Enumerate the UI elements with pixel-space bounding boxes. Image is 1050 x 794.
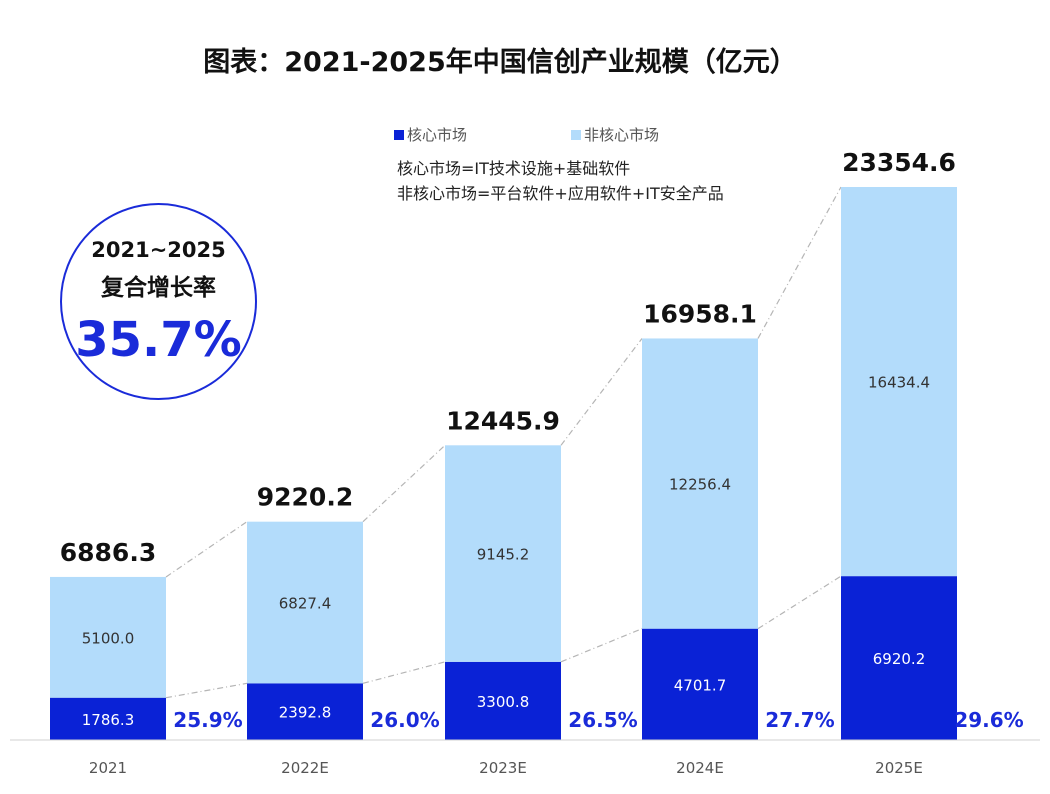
core-share-label: 26.5% (568, 708, 637, 732)
core-value-label: 4701.7 (674, 676, 727, 694)
total-value-label: 23354.6 (842, 148, 956, 177)
bar-core (841, 576, 957, 740)
core-value-label: 2392.8 (279, 704, 332, 722)
core-trend-line (757, 575, 842, 630)
note-noncore-definition: 非核心市场=平台软件+应用软件+IT安全产品 (397, 184, 724, 203)
cagr-label: 复合增长率 (101, 275, 216, 301)
cagr-value: 35.7% (75, 312, 242, 368)
total-value-label: 9220.2 (257, 483, 353, 512)
noncore-value-label: 5100.0 (82, 629, 135, 647)
core-value-label: 6920.2 (873, 650, 926, 668)
noncore-value-label: 6827.4 (279, 595, 332, 613)
core-trend-line (560, 628, 643, 663)
bar-noncore (247, 521, 363, 684)
bar-core (247, 683, 363, 740)
bar-noncore (445, 445, 561, 662)
cagr-period: 2021~2025 (91, 238, 226, 262)
total-trend-line (757, 186, 842, 339)
total-trend-line (165, 521, 248, 578)
bar-noncore (642, 338, 758, 629)
bar-core (445, 661, 561, 740)
chart-title: 图表：2021-2025年中国信创产业规模（亿元） (203, 47, 797, 78)
bar-core (642, 628, 758, 740)
cagr-circle (60, 203, 257, 400)
total-value-label: 12445.9 (446, 406, 560, 435)
bar-noncore (841, 187, 957, 577)
legend-swatch-noncore (571, 130, 581, 140)
legend-item-noncore: 非核心市场 (571, 124, 659, 145)
x-tick-label: 2021 (89, 759, 127, 777)
noncore-value-label: 16434.4 (868, 374, 930, 392)
core-share-label: 27.7% (765, 708, 834, 732)
bar-core (50, 697, 166, 740)
noncore-value-label: 9145.2 (477, 546, 530, 564)
x-tick-label: 2024E (676, 759, 724, 777)
core-share-label: 29.6% (954, 708, 1023, 732)
legend-item-core: 核心市场 (394, 124, 467, 145)
core-share-label: 26.0% (370, 708, 439, 732)
total-value-label: 16958.1 (643, 299, 757, 328)
core-trend-line (362, 661, 446, 684)
note-core-definition: 核心市场=IT技术设施+基础软件 (397, 159, 631, 178)
noncore-value-label: 12256.4 (669, 476, 731, 494)
core-value-label: 1786.3 (82, 711, 135, 729)
core-trend-line (165, 682, 248, 699)
total-trend-line (362, 444, 446, 523)
bar-noncore (50, 576, 166, 698)
legend-label-noncore: 非核心市场 (584, 126, 660, 144)
total-value-label: 6886.3 (60, 538, 156, 567)
x-tick-label: 2022E (281, 759, 329, 777)
core-share-label: 25.9% (173, 708, 242, 732)
x-tick-label: 2023E (479, 759, 527, 777)
core-value-label: 3300.8 (477, 693, 530, 711)
x-tick-label: 2025E (875, 759, 923, 777)
legend-label-core: 核心市场 (407, 126, 468, 144)
total-trend-line (560, 338, 643, 446)
legend-swatch-core (394, 130, 404, 140)
